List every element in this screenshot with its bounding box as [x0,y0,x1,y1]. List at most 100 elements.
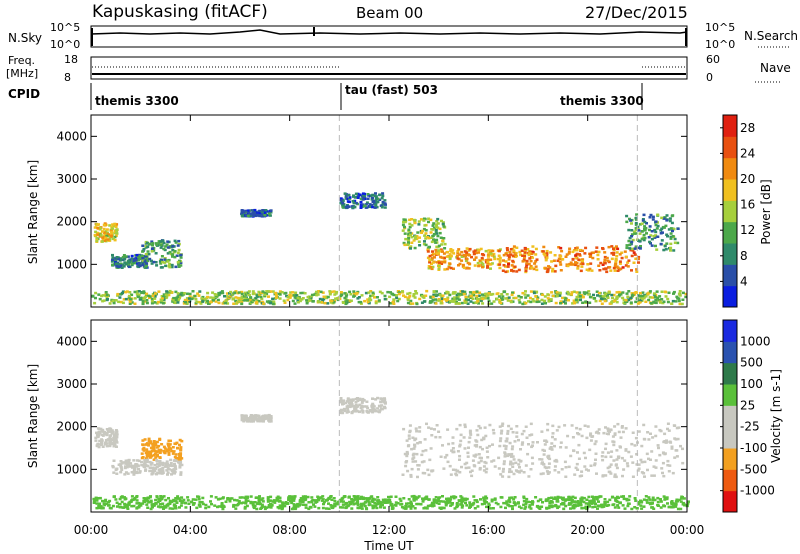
heatmap-cell [371,205,375,209]
heatmap-cell [443,268,447,271]
heatmap-cell [251,292,255,296]
heatmap-cell [672,227,676,231]
heatmap-cell [216,505,219,509]
heatmap-cell [547,496,551,500]
heatmap-cell [616,266,620,269]
heatmap-cell [678,290,682,293]
heatmap-cell [410,495,414,498]
heatmap-cell [509,460,513,463]
colorbar-tick-label: 12 [740,223,755,237]
heatmap-cell [374,199,378,202]
heatmap-cell [504,260,508,263]
heatmap-cell [511,254,515,257]
heatmap-cell [419,218,423,221]
heatmap-cell [604,474,608,477]
heatmap-cell [658,295,662,298]
heatmap-cell [522,499,526,503]
heatmap-cell [158,502,162,506]
heatmap-cell [167,447,171,450]
heatmap-cell [144,253,148,256]
heatmap-cell [531,251,535,254]
heatmap-cell [536,296,540,299]
heatmap-cell [356,500,360,504]
heatmap-cell [169,439,172,443]
heatmap-cell [346,200,350,203]
heatmap-cell [491,443,494,446]
heatmap-cell [276,497,280,501]
heatmap-cell [607,245,611,249]
heatmap-cell [677,299,681,303]
heatmap-cell [585,291,589,294]
heatmap-cell [210,502,213,506]
heatmap-cell [623,507,627,510]
heatmap-cell [164,506,168,509]
power-colorbar-label: Power [dB] [759,179,773,244]
heatmap-cell [531,503,534,506]
heatmap-cell [449,473,453,476]
heatmap-cell [111,263,114,267]
heatmap-cell [187,502,191,505]
heatmap-cell [404,461,408,464]
heatmap-cell [612,293,616,297]
heatmap-cell [124,297,128,301]
heatmap-cell [418,430,422,433]
heatmap-cell [427,473,431,477]
heatmap-cell [106,298,109,301]
heatmap-cell [314,499,317,502]
heatmap-cell [370,198,374,201]
heatmap-cell [639,296,643,300]
heatmap-cell [108,302,112,305]
heatmap-cell [130,293,134,297]
heatmap-cell [468,501,472,504]
heatmap-cell [105,293,109,297]
heatmap-cell [458,458,461,461]
heatmap-cell [635,216,638,220]
heatmap-cell [408,505,412,508]
heatmap-cell [596,507,599,510]
heatmap-cell [252,506,256,510]
heatmap-cell [121,255,125,259]
heatmap-cell [665,439,668,442]
heatmap-cell [627,290,631,293]
heatmap-cell [550,442,554,445]
heatmap-cell [545,440,549,443]
heatmap-cell [666,427,669,431]
heatmap-cell [633,232,637,235]
heatmap-cell [111,464,115,468]
heatmap-cell [126,472,130,475]
heatmap-cell [585,498,589,501]
heatmap-cell [160,297,164,300]
heatmap-cell [121,301,125,305]
heatmap-cell [521,260,525,263]
heatmap-cell [166,442,170,445]
heatmap-cell [543,253,547,257]
heatmap-cell [178,296,181,300]
heatmap-cell [244,418,248,422]
heatmap-cell [641,219,645,222]
heatmap-cell [245,496,248,499]
heatmap-cell [124,290,128,294]
heatmap-cell [535,268,539,272]
heatmap-cell [446,250,450,254]
heatmap-cell [370,409,374,412]
heatmap-cell [480,261,484,264]
heatmap-cell [209,495,213,498]
heatmap-cell [444,292,448,295]
heatmap-cell [165,448,169,451]
heatmap-cell [670,221,674,225]
heatmap-cell [115,505,119,508]
heatmap-cell [485,450,489,453]
heatmap-cell [613,425,617,428]
colorbar-tick-label: 1000 [740,334,771,348]
heatmap-cell [214,300,218,303]
heatmap-cell [218,497,222,501]
heatmap-cell [260,297,264,301]
heatmap-cell [361,192,365,195]
heatmap-cell [327,497,331,500]
heatmap-cell [604,267,608,270]
heatmap-cell [162,247,166,251]
heatmap-cell [634,291,638,294]
heatmap-cell [582,291,586,294]
heatmap-cell [288,497,292,500]
heatmap-cell [674,300,678,303]
